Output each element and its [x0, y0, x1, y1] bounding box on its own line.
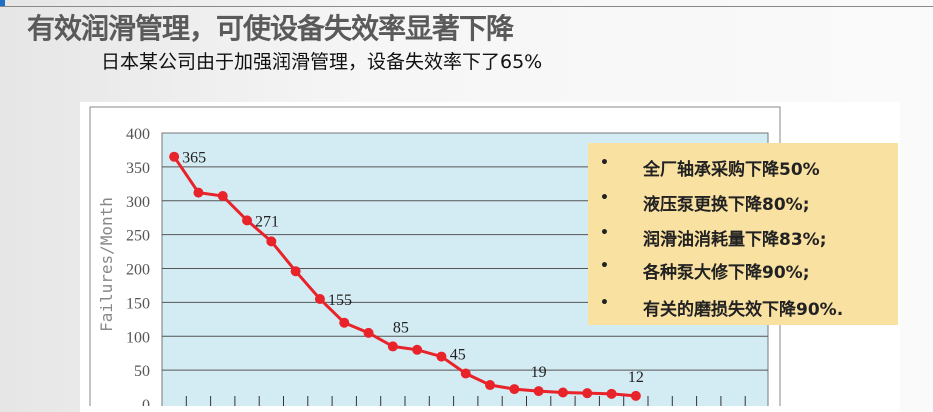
- data-label: 19: [531, 364, 547, 381]
- data-label: 155: [328, 292, 352, 309]
- data-point: [290, 266, 301, 277]
- y-tick-label: 350: [126, 160, 150, 177]
- data-point: [266, 236, 277, 247]
- data-point: [436, 351, 447, 362]
- y-tick-label: 100: [126, 329, 150, 346]
- data-label: 85: [393, 319, 409, 336]
- y-tick-label: 250: [126, 228, 150, 245]
- data-point: [606, 388, 617, 399]
- data-label: 365: [182, 150, 206, 167]
- y-tick-label: 300: [126, 194, 150, 211]
- page-subtitle: 日本某公司由于加强润滑管理，设备失效率下了65%: [101, 51, 543, 73]
- data-point: [363, 327, 374, 338]
- data-point: [242, 215, 253, 226]
- data-label: 12: [628, 369, 644, 386]
- y-axis-label: Failures/Month: [97, 197, 116, 332]
- data-point: [630, 390, 641, 401]
- data-point: [509, 384, 520, 395]
- bullet-icon: •: [600, 190, 609, 206]
- header-divider: [0, 6, 933, 7]
- bullet-icon: •: [600, 155, 609, 171]
- data-label: 271: [255, 213, 279, 230]
- data-point: [460, 368, 471, 379]
- y-tick-label: 200: [126, 262, 150, 279]
- data-point: [387, 341, 398, 352]
- y-tick-label: 50: [134, 363, 150, 380]
- data-point: [582, 388, 593, 399]
- page-title: 有效润滑管理，可使设备失效率显著下降: [27, 12, 514, 45]
- data-point: [412, 344, 423, 355]
- slide-corner-mark: [0, 0, 5, 6]
- data-point: [217, 191, 228, 202]
- data-point: [169, 151, 180, 162]
- improvement-list: • 全厂轴承采购下降50% • 液压泵更换下降80%; • 润滑油消耗量下降83%; …: [588, 143, 898, 325]
- y-tick-label: 150: [126, 295, 150, 312]
- bullet-icon: •: [600, 225, 609, 241]
- bullet-icon: •: [600, 258, 609, 274]
- data-point: [533, 386, 544, 397]
- y-tick-label: 400: [126, 126, 150, 143]
- data-point: [485, 380, 496, 391]
- data-point: [314, 293, 325, 304]
- bullet-icon: •: [600, 295, 609, 311]
- data-label: 45: [450, 347, 466, 364]
- y-tick-label: 0: [142, 397, 150, 406]
- data-point: [557, 387, 568, 398]
- data-point: [193, 187, 204, 198]
- data-point: [339, 317, 350, 328]
